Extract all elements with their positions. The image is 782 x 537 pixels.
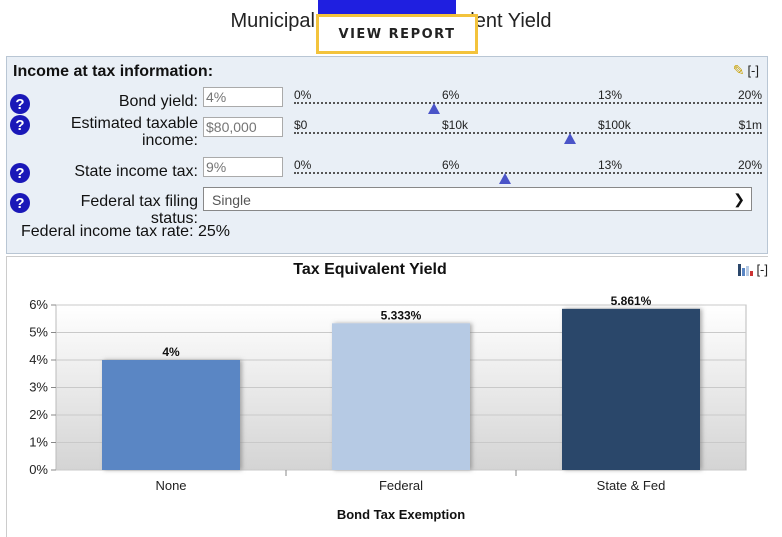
x-axis-label: Bond Tax Exemption — [337, 507, 465, 522]
state-tax-slider[interactable]: 0% 6% 13% 20% — [294, 158, 762, 188]
y-tick-label: 2% — [29, 407, 48, 422]
y-tick-label: 5% — [29, 325, 48, 340]
pencil-icon[interactable]: ✎ — [732, 62, 745, 78]
x-axis-ticks: None Federal State & Fed — [155, 470, 665, 493]
y-axis-ticks: 0% 1% 2% 3% 4% 5% 6% — [29, 297, 48, 477]
taxable-income-label-line1: Estimated taxable — [70, 115, 198, 132]
slider-track — [294, 172, 762, 174]
slider-tick-label: $1m — [738, 118, 762, 132]
collapse-toggle[interactable]: [-] — [747, 63, 759, 78]
filing-status-select[interactable]: Single ❯ — [203, 187, 752, 211]
slider-tick-label: $10k — [442, 118, 469, 132]
bond-yield-label: Bond yield: — [118, 93, 198, 110]
y-tick-label: 6% — [29, 297, 48, 312]
help-icon[interactable]: ? — [10, 163, 30, 183]
bond-yield-slider[interactable]: 0% 6% 13% 20% — [294, 88, 762, 118]
federal-rate-text: Federal income tax rate: 25% — [21, 223, 230, 240]
slider-handle[interactable] — [498, 173, 511, 184]
slider-tick-label: 0% — [294, 88, 312, 102]
x-tick-label: Federal — [379, 478, 423, 493]
slider-tick-label: 13% — [598, 158, 623, 172]
chart-tools: [-] — [738, 262, 768, 277]
slider-handle[interactable] — [428, 103, 441, 114]
slider-tick-label: 6% — [442, 158, 460, 172]
bar-chart-icon[interactable] — [738, 263, 754, 276]
view-report-button[interactable]: VIEW REPORT — [316, 14, 478, 54]
slider-tick-label: 20% — [737, 158, 762, 172]
bond-yield-input[interactable] — [203, 87, 283, 107]
y-tick-label: 0% — [29, 462, 48, 477]
state-tax-label: State income tax: — [74, 163, 198, 180]
chart-collapse-toggle[interactable]: [-] — [756, 262, 768, 277]
y-tick-label: 1% — [29, 435, 48, 450]
slider-tick-label: $100k — [598, 118, 631, 132]
panel-heading: Income at tax information: — [13, 63, 214, 80]
bar — [102, 360, 240, 470]
bars: 4% 5.333% 5.861% — [102, 294, 700, 470]
help-icon[interactable]: ? — [10, 94, 30, 114]
help-icon[interactable]: ? — [10, 115, 30, 135]
taxable-income-label-line2: income: — [141, 132, 198, 149]
slider-track — [294, 132, 762, 134]
taxable-income-slider[interactable]: $0 $10k $100k $1m — [294, 118, 762, 148]
bar — [562, 308, 700, 470]
header-tab — [318, 0, 456, 14]
slider-handle[interactable] — [564, 133, 577, 144]
y-tick-label: 3% — [29, 380, 48, 395]
x-tick-label: State & Fed — [597, 478, 666, 493]
data-label: 5.861% — [611, 294, 652, 308]
slider-tick-label: 13% — [598, 88, 623, 102]
bar-chart: 0% 1% 2% 3% 4% 5% 6% 4% 5.333% 5.861% None Federa… — [29, 294, 747, 522]
panel-tools: ✎ [-] — [733, 62, 759, 79]
taxable-income-label: Estimated taxable income: — [40, 115, 198, 149]
taxable-income-input[interactable] — [203, 117, 283, 137]
data-label: 4% — [162, 345, 180, 359]
slider-tick-label: 6% — [442, 88, 460, 102]
help-icon[interactable]: ? — [10, 193, 30, 213]
x-tick-label: None — [155, 478, 186, 493]
slider-tick-label: $0 — [294, 118, 308, 132]
y-tick-label: 4% — [29, 352, 48, 367]
bar — [332, 323, 470, 470]
tax-info-panel: Income at tax information: ✎ [-] — [6, 56, 768, 254]
filing-status-value: Single — [212, 192, 251, 208]
filing-status-label: Federal tax filing status: — [80, 193, 198, 227]
chevron-down-icon: ❯ — [733, 191, 745, 207]
chart-title: Tax Equivalent Yield — [293, 261, 447, 278]
slider-tick-label: 0% — [294, 158, 312, 172]
slider-tick-label: 20% — [737, 88, 762, 102]
state-tax-input[interactable] — [203, 157, 283, 177]
data-label: 5.333% — [381, 308, 422, 322]
slider-track — [294, 102, 762, 104]
